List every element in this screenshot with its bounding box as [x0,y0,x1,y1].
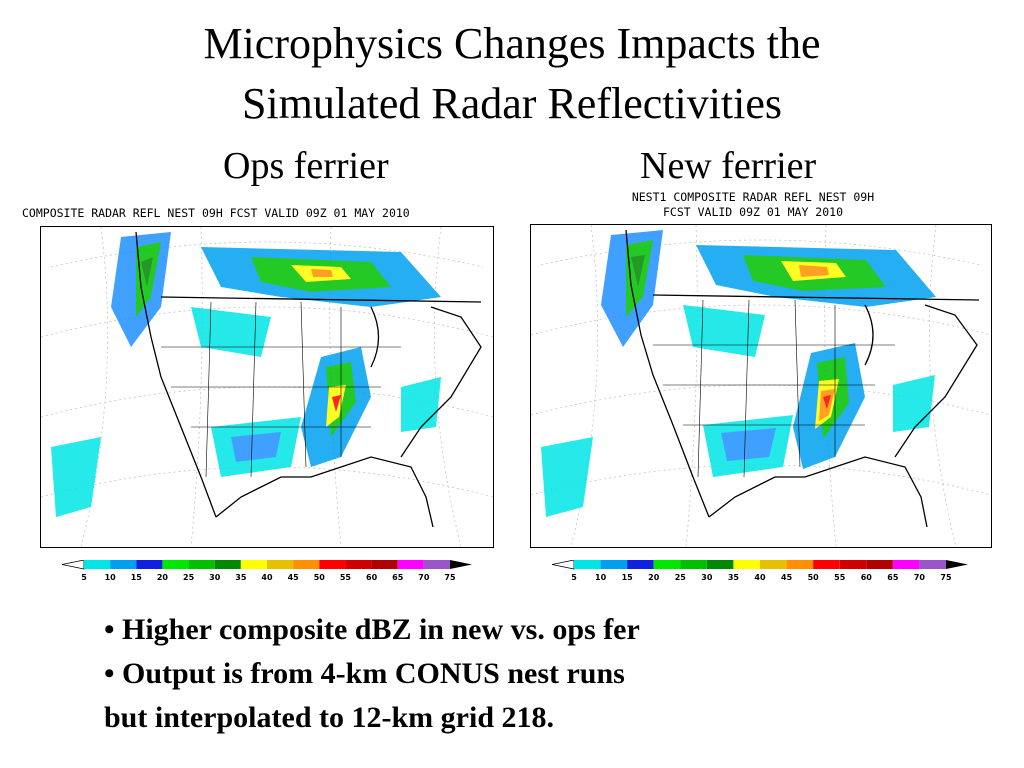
colorbar-swatch [345,560,372,569]
colorbar-swatch [162,560,189,569]
colorbar-label: 5 [81,573,87,582]
colorbar-swatch [813,560,840,569]
colorbar-label: 45 [781,573,793,582]
colorbar-swatch [267,560,294,569]
colorbar-label: 55 [340,573,352,582]
colorbar-label: 65 [887,573,899,582]
colorbar-label: 60 [861,573,873,582]
ops-reflectivity-map [40,226,494,548]
colorbar-label: 40 [261,573,273,582]
colorbar-swatch [839,560,867,569]
colorbar-high-arrow [946,560,968,569]
colorbar-label: 5 [571,573,577,582]
colorbar-label: 60 [366,573,378,582]
colorbar-swatch [574,560,601,569]
colorbar-swatch [319,560,346,569]
colorbar-swatch [919,560,946,569]
colorbar-label: 55 [834,573,846,582]
bullet-list: • Higher composite dBZ in new vs. ops fe… [104,608,864,740]
colorbar-low-arrow [62,560,85,570]
colorbar-swatch [786,560,814,569]
colorbar-swatch [84,560,111,569]
ops-map-graphic [41,227,493,547]
ops-colorbar: 5 10 15 20 25 30 35 40 45 50 55 60 65 70 75 [62,560,472,582]
colorbar-label: 40 [754,573,766,582]
colorbar-label: 30 [701,573,713,582]
bullet-text: but interpolated to 12-km grid 218. [104,701,554,734]
new-colorbar: 5 10 15 20 25 30 35 40 45 50 55 60 65 70 75 [552,560,968,582]
colorbar-label: 25 [183,573,195,582]
colorbar-label: 45 [288,573,300,582]
bullet-text: Output is from 4-km CONUS nest runs [122,657,625,690]
bullet-marker: • [104,657,115,690]
colorbar-swatch [110,560,137,569]
new-map-graphic [531,225,991,547]
new-panel-heading: New ferrier [640,145,817,187]
new-map-title-line2: FCST VALID 09Z 01 MAY 2010 [662,205,843,219]
bullet-text: Higher composite dBZ in new vs. ops fer [122,613,640,646]
colorbar-swatch [423,560,450,569]
colorbar-label: 70 [418,573,430,582]
colorbar-swatch [240,560,267,569]
colorbar-label: 30 [209,573,221,582]
colorbar-label: 75 [940,573,952,582]
colorbar-label: 15 [131,573,143,582]
slide-title-line2: Simulated Radar Reflectivities [241,79,783,128]
colorbar-label: 35 [235,573,247,582]
colorbar-swatch [214,560,241,569]
bullet-marker: • [104,613,115,646]
colorbar-swatch [293,560,320,569]
colorbar-label: 10 [105,573,117,582]
colorbar-label: 50 [314,573,326,582]
ops-map-title: COMPOSITE RADAR REFL NEST 09H FCST VALID… [22,206,410,220]
colorbar-label: 20 [648,573,660,582]
bullet-item: • Output is from 4-km CONUS nest runs [104,652,864,696]
bullet-item: • Higher composite dBZ in new vs. ops fe… [104,608,864,652]
colorbar-label: 20 [157,573,169,582]
new-reflectivity-map [530,224,992,548]
colorbar-swatch [600,560,628,569]
colorbar-low-arrow [552,560,575,570]
new-map-title-line1: NEST1 COMPOSITE RADAR REFL NEST 09H [631,190,875,204]
colorbar-label: 35 [728,573,740,582]
colorbar-swatch [892,560,920,569]
colorbar-label: 75 [444,573,456,582]
ops-panel-heading: Ops ferrier [223,145,389,187]
colorbar-high-arrow [450,560,472,569]
colorbar-label: 70 [914,573,926,582]
bullet-item: but interpolated to 12-km grid 218. [104,696,864,740]
colorbar-swatch [627,560,654,569]
colorbar-swatch [188,560,215,569]
colorbar-swatch [866,560,893,569]
colorbar-label: 65 [392,573,404,582]
colorbar-label: 10 [595,573,607,582]
colorbar-swatch [397,560,424,569]
colorbar-label: 25 [675,573,687,582]
colorbar-label: 50 [808,573,820,582]
colorbar-swatch [136,560,163,569]
colorbar-swatch [733,560,760,569]
colorbar-label: 15 [622,573,634,582]
colorbar-swatch [680,560,707,569]
colorbar-swatch [760,560,787,569]
colorbar-swatch [653,560,681,569]
colorbar-swatch [371,560,398,569]
colorbar-swatch [706,560,734,569]
slide-title-line1: Microphysics Changes Impacts the [203,19,821,68]
